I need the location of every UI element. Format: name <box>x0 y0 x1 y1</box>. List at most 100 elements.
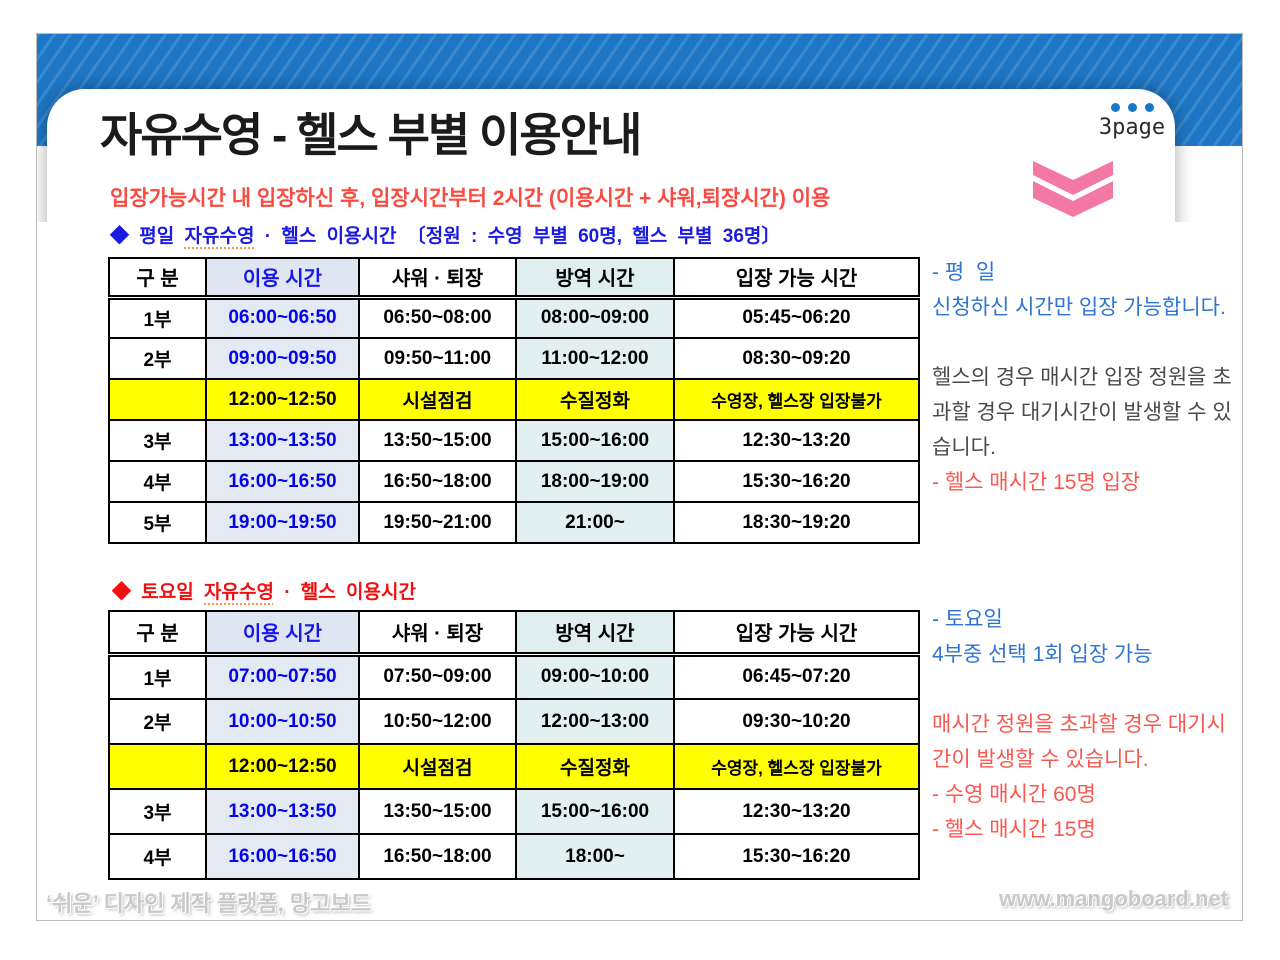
watermark-right: www.mangoboard.net <box>999 886 1228 911</box>
table-cell: 18:00~ <box>515 833 675 880</box>
table-cell: 08:00~09:00 <box>515 296 675 339</box>
note-line: 신청하신 시간만 입장 가능합니다. <box>932 296 1226 319</box>
ellipsis-icon <box>1090 103 1174 112</box>
table-row: 4부 16:00~16:50 16:50~18:00 18:00~19:00 15:30… <box>108 460 920 503</box>
table-row: 2부 10:00~10:50 10:50~12:00 12:00~13:00 09:30… <box>108 698 920 745</box>
table-cell: 09:00~09:50 <box>205 337 360 380</box>
table-cell: 06:00~06:50 <box>205 296 360 339</box>
table-cell: 4부 <box>108 460 207 503</box>
table-row: 5부 19:00~19:50 19:50~21:00 21:00~ 18:30~19:2… <box>108 501 920 544</box>
page-number: 3page <box>1098 115 1166 140</box>
column-header: 방역 시간 <box>515 257 675 300</box>
table-cell: 19:50~21:00 <box>358 501 517 544</box>
table-cell: 12:30~13:20 <box>673 419 920 462</box>
note-line <box>932 325 1232 360</box>
note-line <box>932 672 1232 707</box>
table-cell: 07:50~09:00 <box>358 653 517 700</box>
double-chevron-down-icon <box>1033 161 1113 217</box>
table-cell: 09:30~10:20 <box>673 698 920 745</box>
note-line: - 헬스 매시간 15명 <box>932 818 1096 841</box>
table-cell: 수영장, 헬스장 입장불가 <box>673 378 920 421</box>
column-header: 샤워 · 퇴장 <box>358 610 517 657</box>
heading-suffix: · 헬스 이용시간 <box>273 582 416 603</box>
slide: 자유수영 - 헬스 부별 이용안내 3page 입장가능시간 내 입장하신 후,… <box>36 33 1243 921</box>
table-row: 3부 13:00~13:50 13:50~15:00 15:00~16:00 12:30… <box>108 419 920 462</box>
table-cell: 10:00~10:50 <box>205 698 360 745</box>
table-cell: 15:00~16:00 <box>515 788 675 835</box>
table-cell: 3부 <box>108 788 207 835</box>
table-cell: 12:00~12:50 <box>205 378 360 421</box>
table-row: 12:00~12:50 시설점검 수질정화 수영장, 헬스장 입장불가 <box>108 743 920 790</box>
saturday-timetable: 구 분 이용 시간 샤워 · 퇴장 방역 시간 입장 가능 시간 1부 07:00~07:… <box>108 610 920 880</box>
table-cell: 18:30~19:20 <box>673 501 920 544</box>
watermark-left: ‘쉬운’ 디자인 제작 플랫폼, 망고보드 <box>46 891 371 916</box>
page-title: 자유수영 - 헬스 부별 이용안내 <box>100 109 642 161</box>
table-cell: 2부 <box>108 698 207 745</box>
table-row: 1부 07:00~07:50 07:50~09:00 09:00~10:00 06:45… <box>108 653 920 700</box>
heading-spellcheck-word: 자유수영 <box>204 582 274 603</box>
table-cell: 06:45~07:20 <box>673 653 920 700</box>
table-cell <box>108 743 207 790</box>
table-row: 2부 09:00~09:50 09:50~11:00 11:00~12:00 08:30… <box>108 337 920 380</box>
table-cell: 15:30~16:20 <box>673 833 920 880</box>
table-cell: 1부 <box>108 653 207 700</box>
table-row: 3부 13:00~13:50 13:50~15:00 15:00~16:00 12:30… <box>108 788 920 835</box>
heading-suffix: · 헬스 이용시간 〔정원 : 수영 부별 60명, 헬스 부별 36명〕 <box>254 226 781 247</box>
table-cell: 19:00~19:50 <box>205 501 360 544</box>
table-cell: 수영장, 헬스장 입장불가 <box>673 743 920 790</box>
table-cell: 16:50~18:00 <box>358 460 517 503</box>
table-cell: 15:00~16:00 <box>515 419 675 462</box>
table-cell: 수질정화 <box>515 378 675 421</box>
note-line: 헬스의 경우 매시간 입장 정원을 초과할 경우 대기시간이 발생할 수 있습니… <box>932 366 1232 459</box>
column-header: 이용 시간 <box>205 257 360 300</box>
table-cell: 08:30~09:20 <box>673 337 920 380</box>
table-row: 12:00~12:50 시설점검 수질정화 수영장, 헬스장 입장불가 <box>108 378 920 421</box>
table-cell: 13:00~13:50 <box>205 419 360 462</box>
note-line: 4부중 선택 1회 입장 가능 <box>932 643 1153 666</box>
page-indicator: 3page <box>1090 103 1174 140</box>
table-cell: 09:00~10:00 <box>515 653 675 700</box>
heading-prefix: ◆ 평일 <box>110 226 185 247</box>
table-cell: 16:00~16:50 <box>205 460 360 503</box>
table-cell: 12:30~13:20 <box>673 788 920 835</box>
table-cell: 5부 <box>108 501 207 544</box>
note-line: - 헬스 매시간 15명 입장 <box>932 471 1141 494</box>
content-card: 자유수영 - 헬스 부별 이용안내 3page 입장가능시간 내 입장하신 후,… <box>47 89 1232 920</box>
table-cell: 13:00~13:50 <box>205 788 360 835</box>
table-cell: 11:00~12:00 <box>515 337 675 380</box>
table-cell: 1부 <box>108 296 207 339</box>
table-cell: 13:50~15:00 <box>358 788 517 835</box>
column-header: 이용 시간 <box>205 610 360 657</box>
column-header: 방역 시간 <box>515 610 675 657</box>
weekday-section-heading: ◆ 평일 자유수영 · 헬스 이용시간 〔정원 : 수영 부별 60명, 헬스 … <box>110 221 780 248</box>
table-cell: 시설점검 <box>358 743 517 790</box>
table-cell: 18:00~19:00 <box>515 460 675 503</box>
note-line: 매시간 정원을 초과할 경우 대기시간이 발생할 수 있습니다. <box>932 713 1226 771</box>
table-cell: 12:00~13:00 <box>515 698 675 745</box>
column-header: 입장 가능 시간 <box>673 610 920 657</box>
heading-prefix: ◆ 토요일 <box>112 582 204 603</box>
table-cell: 시설점검 <box>358 378 517 421</box>
note-line: - 토요일 <box>932 608 1003 631</box>
column-header: 입장 가능 시간 <box>673 257 920 300</box>
table-cell: 3부 <box>108 419 207 462</box>
column-header: 샤워 · 퇴장 <box>358 257 517 300</box>
subtitle: 입장가능시간 내 입장하신 후, 입장시간부터 2시간 (이용시간 + 샤워,퇴… <box>110 187 831 210</box>
table-cell: 4부 <box>108 833 207 880</box>
table-cell: 07:00~07:50 <box>205 653 360 700</box>
table-cell <box>108 378 207 421</box>
column-header: 구 분 <box>108 257 207 300</box>
weekday-timetable: 구 분 이용 시간 샤워 · 퇴장 방역 시간 입장 가능 시간 1부 06:00~06:… <box>108 257 920 544</box>
table-cell: 16:50~18:00 <box>358 833 517 880</box>
table-cell: 12:00~12:50 <box>205 743 360 790</box>
table-cell: 06:50~08:00 <box>358 296 517 339</box>
table-cell: 05:45~06:20 <box>673 296 920 339</box>
table-cell: 13:50~15:00 <box>358 419 517 462</box>
table-cell: 21:00~ <box>515 501 675 544</box>
note-line: - 평 일 <box>932 261 996 284</box>
table-cell: 10:50~12:00 <box>358 698 517 745</box>
heading-spellcheck-word: 자유수영 <box>184 226 255 247</box>
